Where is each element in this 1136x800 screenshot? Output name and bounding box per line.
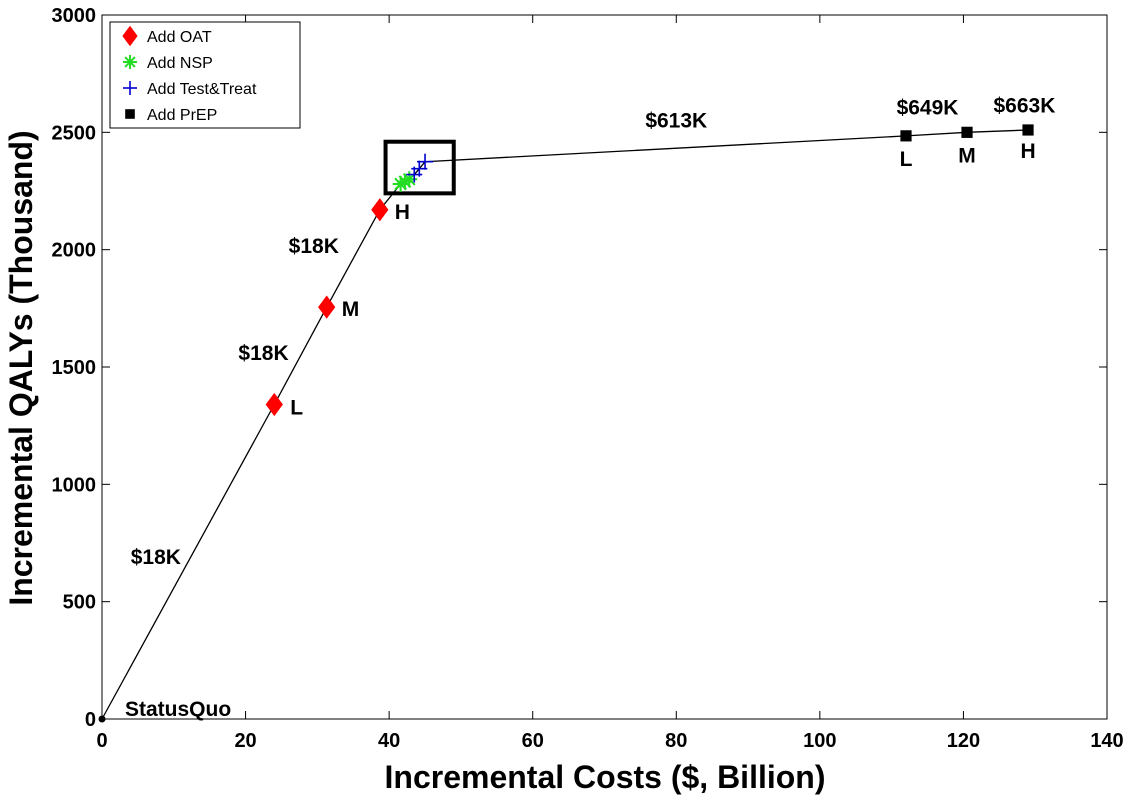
point-add-oat <box>318 295 336 319</box>
point-add-oat <box>265 392 283 417</box>
legend-marker-ray <box>124 56 136 68</box>
point-add-test-treat <box>417 153 434 170</box>
annotation-label: $18K <box>131 546 181 569</box>
annotation-label: M <box>958 144 976 167</box>
y-tick-label: 1500 <box>52 357 97 379</box>
annotation-label: $649K <box>897 97 959 120</box>
y-tick-label: 2500 <box>52 122 97 144</box>
markers <box>98 124 1034 723</box>
annotation-label: $18K <box>289 235 339 258</box>
zoom-highlight-box <box>383 139 456 196</box>
annotation-label: $18K <box>238 342 288 365</box>
legend-marker <box>125 109 135 119</box>
x-tick-label: 140 <box>1090 730 1123 752</box>
legend: Add OAT Add NSP Add Test&Treat Add PrEP <box>109 21 301 129</box>
y-tick-label: 0 <box>85 709 96 731</box>
annotation-label: L <box>900 148 913 171</box>
legend-marker <box>123 55 137 69</box>
y-tick-label: 500 <box>63 592 96 614</box>
axes: 0 20 40 60 80 100 120 140 0 500 1000 1500 2000 2500 30… <box>52 5 1124 752</box>
legend-label: Add PrEP <box>147 107 217 124</box>
annotation-label: L <box>290 397 303 420</box>
point-add-prep <box>1022 124 1034 136</box>
y-axis-title: Incremental QALYs (Thousand) <box>3 130 39 605</box>
annotation-label: H <box>395 201 410 224</box>
x-tick-label: 80 <box>665 730 687 752</box>
x-tick-label: 120 <box>947 730 980 752</box>
annotation-label: H <box>1020 140 1035 163</box>
x-axis-title: Incremental Costs ($, Billion) <box>385 759 826 795</box>
annotation-label: M <box>342 298 360 321</box>
annotation-label: $613K <box>645 110 707 133</box>
annotation-label: $663K <box>994 94 1056 117</box>
x-tick-label: 0 <box>96 730 107 752</box>
legend-marker <box>123 81 137 95</box>
y-tick-label: 1000 <box>52 474 97 496</box>
y-tick-label: 3000 <box>52 5 97 27</box>
x-tick-label: 100 <box>803 730 836 752</box>
legend-label: Add NSP <box>147 55 213 72</box>
status-quo-point <box>98 715 106 723</box>
point-add-oat <box>371 198 389 222</box>
point-add-prep <box>961 126 973 138</box>
legend-label: Add Test&Treat <box>147 81 257 98</box>
legend-box <box>109 21 301 129</box>
legend-label: Add OAT <box>147 29 212 46</box>
frontier-line <box>101 129 1029 720</box>
x-tick-label: 40 <box>378 730 400 752</box>
status-quo-label: StatusQuo <box>125 698 231 721</box>
point-add-nsp-ray <box>402 172 416 186</box>
point-add-prep <box>900 130 912 142</box>
y-tick-label: 2000 <box>52 240 97 262</box>
legend-marker <box>122 25 138 47</box>
x-tick-label: 60 <box>522 730 544 752</box>
annotations: StatusQuo L M H $18K $18K $18K $613K L M H $649K $66… <box>125 94 1055 721</box>
x-tick-label: 20 <box>234 730 256 752</box>
frontier-line-group <box>101 129 1029 720</box>
